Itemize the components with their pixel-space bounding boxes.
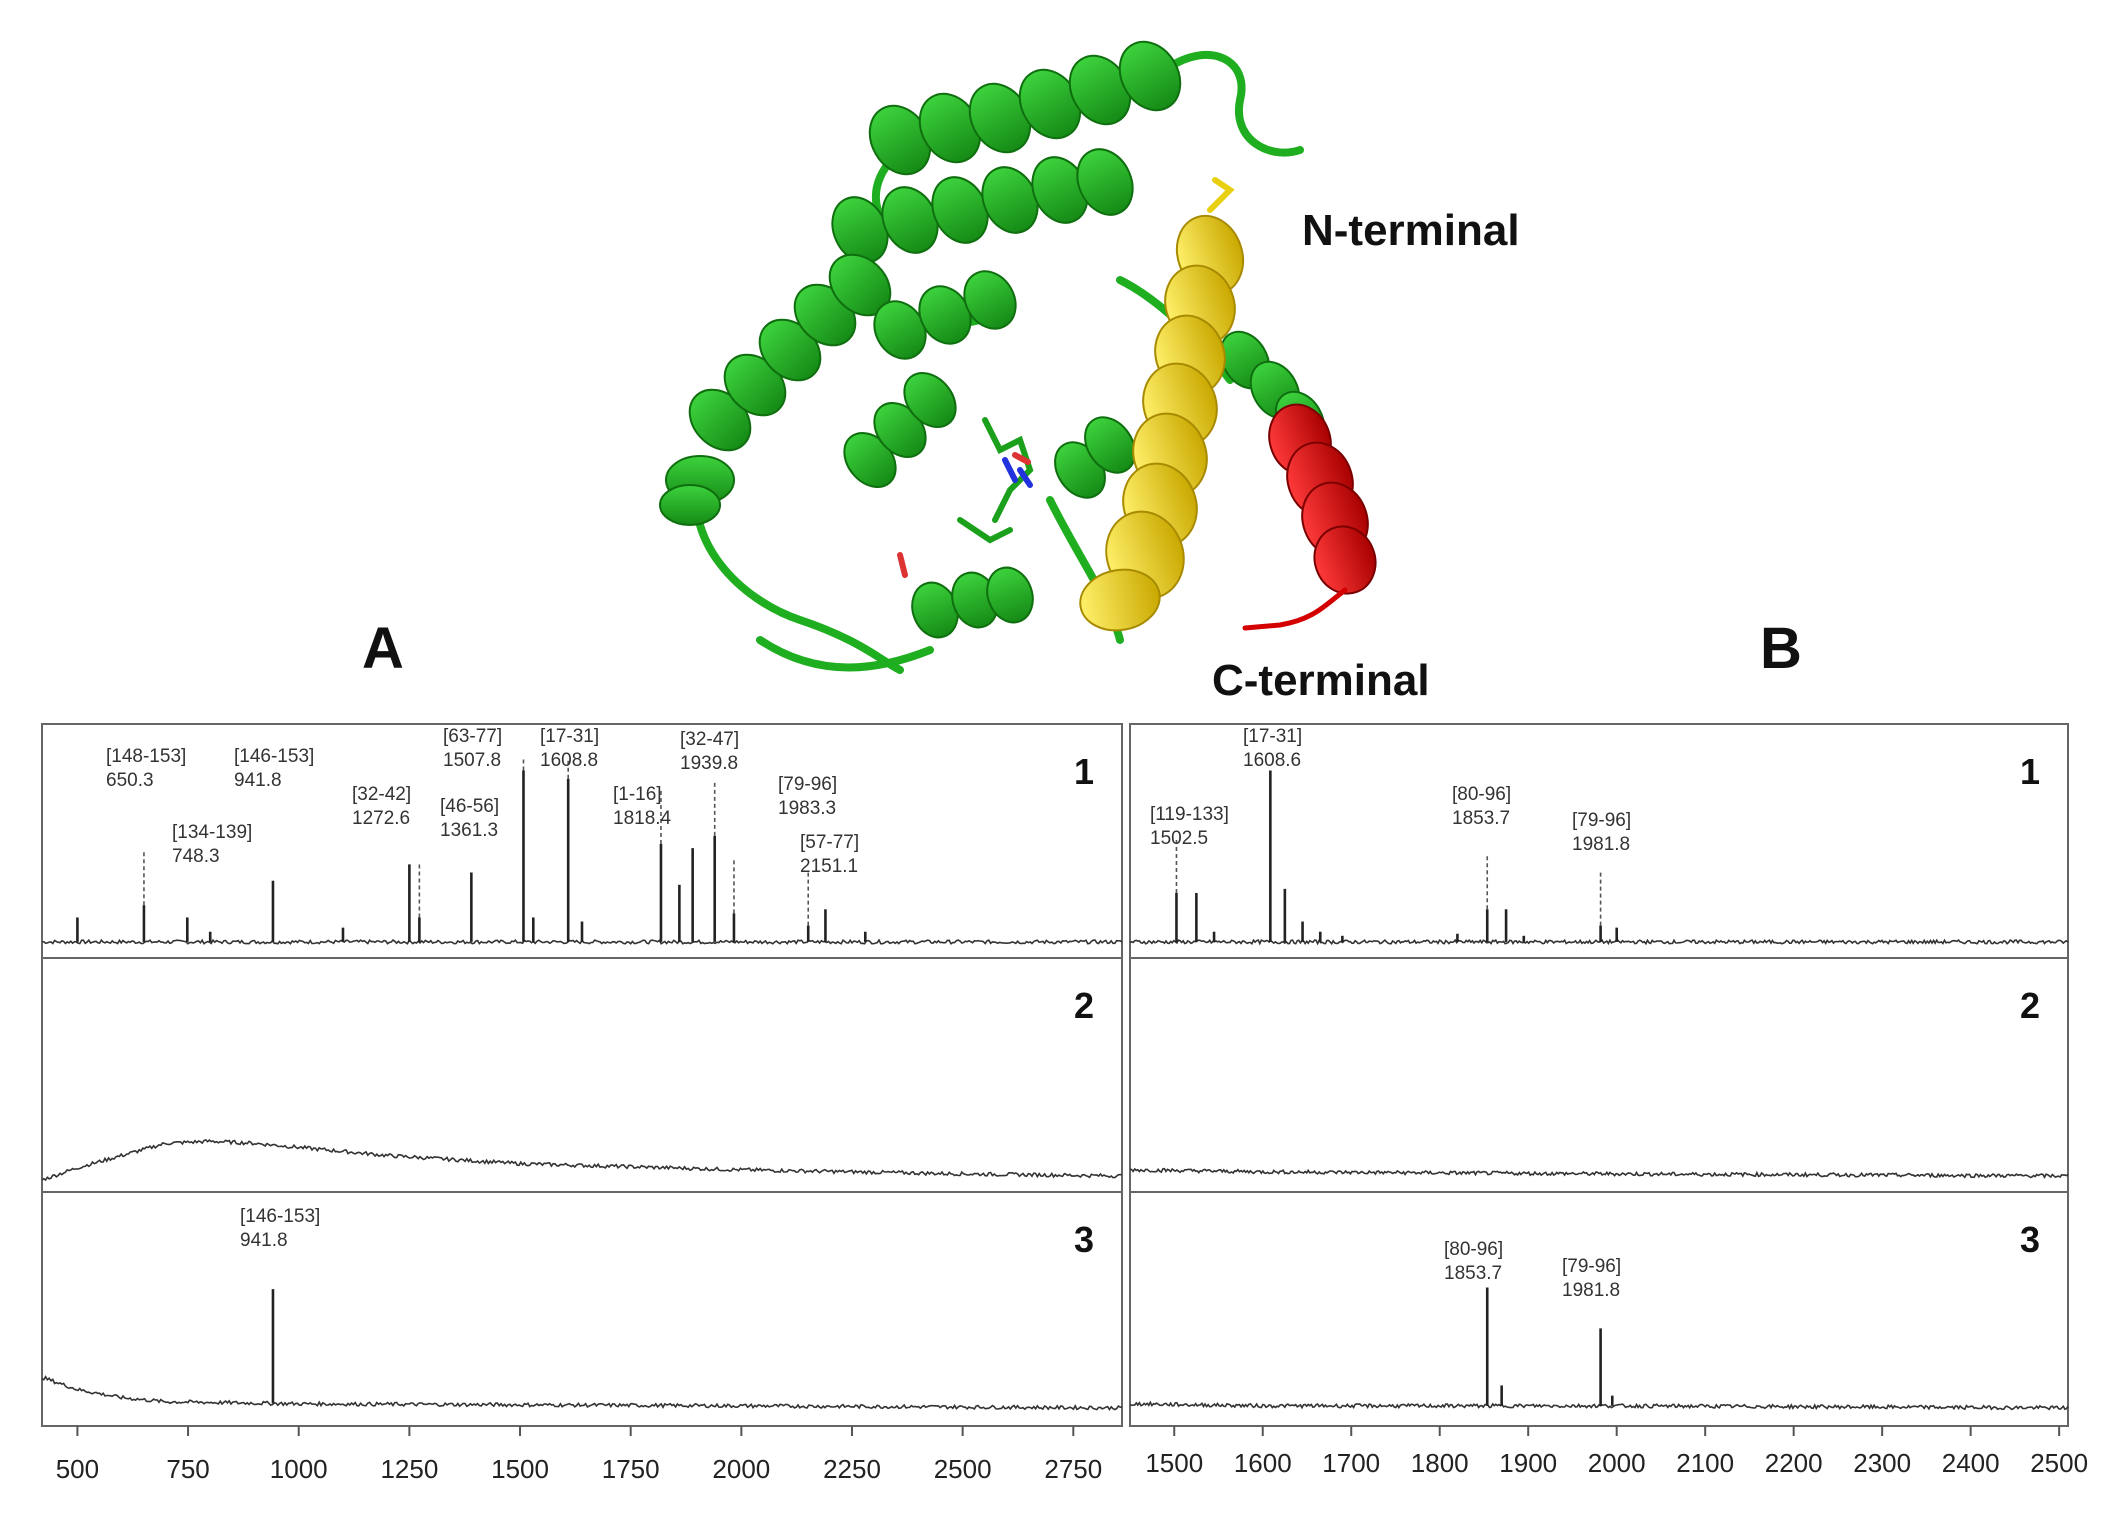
spectrum-baseline [1129, 938, 2069, 946]
x-tick-label: 2000 [1588, 1448, 1646, 1478]
peak-mass-label: 1507.8 [443, 750, 501, 771]
trace-number: 1 [2020, 751, 2040, 792]
x-tick-label: 2100 [1676, 1448, 1734, 1478]
peak-mass-label: 2151.1 [800, 856, 858, 877]
peak-range-label: [119-133] [1150, 804, 1229, 825]
protein-structure-image [659, 40, 1377, 674]
c-terminal-label: C-terminal [1212, 656, 1430, 705]
peak-range-label: [80-96] [1452, 784, 1511, 805]
peak-mass-label: 1608.8 [540, 750, 598, 771]
trace-number: 2 [2020, 985, 2040, 1026]
peak-mass-label: 1981.8 [1572, 834, 1630, 855]
x-tick-label: 1500 [491, 1454, 549, 1484]
peak-mass-label: 1818.4 [613, 808, 672, 829]
x-tick-label: 2250 [823, 1454, 881, 1484]
peak-mass-label: 1361.3 [440, 820, 498, 841]
peak-range-label: [46-56] [440, 796, 499, 817]
x-tick-label: 1250 [380, 1454, 438, 1484]
peak-mass-label: 1502.5 [1150, 828, 1208, 849]
peak-range-label: [17-31] [540, 726, 599, 747]
x-tick-label: 1600 [1234, 1448, 1292, 1478]
x-tick-label: 2300 [1853, 1448, 1911, 1478]
x-tick-label: 2000 [712, 1454, 770, 1484]
peak-range-label: [32-47] [680, 729, 739, 750]
x-tick-label: 1700 [1322, 1448, 1380, 1478]
peak-range-label: [79-96] [778, 774, 837, 795]
peak-range-label: [79-96] [1562, 1256, 1621, 1277]
spectrum-baseline [1129, 1400, 2069, 1411]
spectrum-baseline [41, 1138, 1123, 1182]
x-tick-label: 2400 [1942, 1448, 2000, 1478]
trace-number: 3 [1074, 1219, 1094, 1260]
plot-frame [41, 723, 1123, 1427]
spectrum-panel-b: 1 [119-133] 1502.5 [17-31] 1608.6 [80-96] 1853… [1129, 723, 2088, 1478]
peak-mass-label: 650.3 [106, 770, 154, 791]
plot-frame [1129, 723, 2069, 1427]
peak-range-label: [17-31] [1243, 726, 1302, 747]
peak-mass-label: 941.8 [234, 770, 282, 791]
peak-range-label: [80-96] [1444, 1239, 1503, 1260]
peak-range-label: [32-42] [352, 784, 411, 805]
x-tick-label: 1750 [602, 1454, 660, 1484]
x-tick-label: 1800 [1411, 1448, 1469, 1478]
panel-b-label: B [1760, 616, 1802, 681]
panel-a-label: A [362, 616, 404, 681]
peak-range-label: [146-153] [240, 1206, 320, 1227]
peak-mass-label: 1981.8 [1562, 1280, 1620, 1301]
trace-number: 3 [2020, 1219, 2040, 1260]
x-tick-label: 750 [166, 1454, 209, 1484]
peak-mass-label: 1853.7 [1452, 808, 1510, 829]
peak-range-label: [1-16] [613, 784, 662, 805]
spectrum-baseline [41, 1375, 1123, 1411]
x-tick-label: 2750 [1044, 1454, 1102, 1484]
peak-range-label: [148-153] [106, 746, 186, 767]
spectrum-panel-a: 1 [148-153] 650.3 [146-153] 941.8 [134-139] 74… [41, 723, 1123, 1484]
peak-range-label: [79-96] [1572, 810, 1631, 831]
peak-range-label: [63-77] [443, 726, 502, 747]
peak-mass-label: 748.3 [172, 846, 220, 867]
peak-range-label: [146-153] [234, 746, 314, 767]
peak-mass-label: 1983.3 [778, 798, 836, 819]
peak-range-label: [134-139] [172, 822, 252, 843]
n-terminal-label: N-terminal [1302, 206, 1520, 255]
x-tick-label: 1900 [1499, 1448, 1557, 1478]
trace-number: 1 [1074, 751, 1094, 792]
peak-mass-label: 1608.6 [1243, 750, 1301, 771]
peak-mass-label: 1939.8 [680, 753, 738, 774]
x-tick-label: 500 [56, 1454, 99, 1484]
peak-mass-label: 1272.6 [352, 808, 410, 829]
trace-number: 2 [1074, 985, 1094, 1026]
peak-mass-label: 1853.7 [1444, 1263, 1502, 1284]
x-tick-label: 1500 [1145, 1448, 1203, 1478]
spectrum-baseline [1129, 1167, 2069, 1180]
x-tick-label: 2500 [2030, 1448, 2088, 1478]
peak-mass-label: 941.8 [240, 1230, 288, 1251]
x-tick-label: 2200 [1765, 1448, 1823, 1478]
x-tick-label: 1000 [270, 1454, 328, 1484]
peak-range-label: [57-77] [800, 832, 859, 853]
x-tick-label: 2500 [934, 1454, 992, 1484]
